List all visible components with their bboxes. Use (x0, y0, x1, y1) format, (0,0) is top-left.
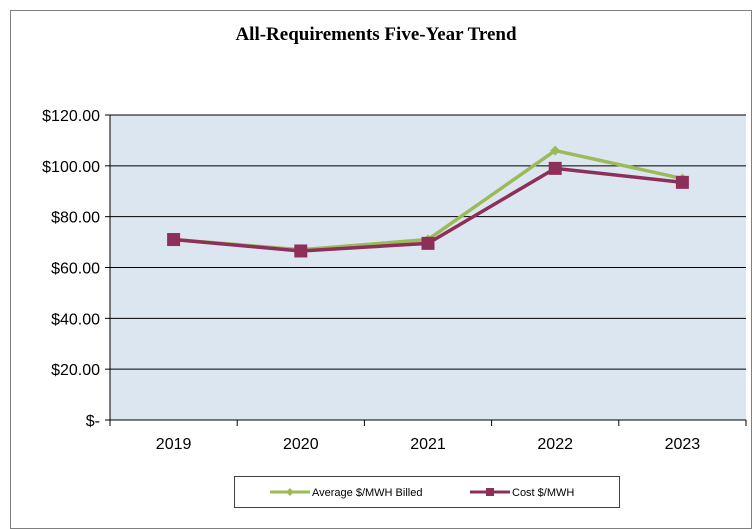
y-tick-label: $60.00 (51, 261, 100, 278)
y-tick-label: $20.00 (51, 362, 100, 379)
chart-title: All-Requirements Five-Year Trend (235, 24, 517, 45)
data-point (167, 233, 181, 247)
x-tick-label: 2019 (156, 436, 192, 453)
y-tick-label: $100.00 (42, 159, 100, 176)
y-tick-label: $- (86, 413, 100, 430)
data-point (675, 175, 689, 189)
chart-legend (234, 476, 620, 508)
x-tick-label: 2022 (537, 436, 573, 453)
y-tick-label: $120.00 (42, 108, 100, 125)
y-tick-label: $80.00 (51, 210, 100, 227)
data-point (550, 145, 561, 156)
x-tick-label: 2021 (410, 436, 446, 453)
data-point (294, 244, 308, 258)
x-tick-label: 2023 (665, 436, 701, 453)
data-point (548, 161, 562, 175)
data-point (421, 236, 435, 250)
x-tick-label: 2020 (283, 436, 319, 453)
y-tick-label: $40.00 (51, 311, 100, 328)
